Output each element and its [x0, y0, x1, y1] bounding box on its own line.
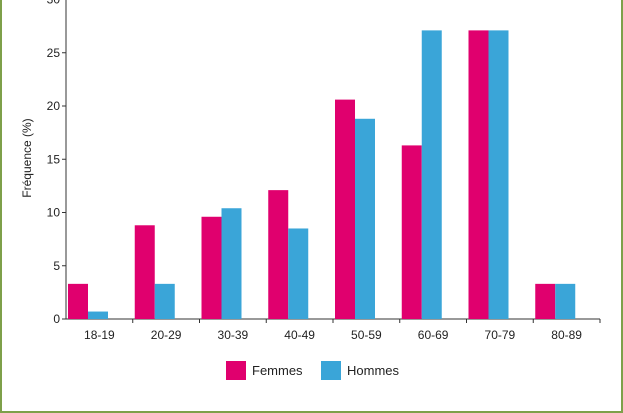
- y-tick-label: 5: [53, 259, 60, 273]
- y-axis-label: Fréquence (%): [20, 118, 34, 197]
- x-tick-labels: 18-19 20-29 30-39 40-49 50-59 60-69 70-79 80-89: [84, 328, 582, 342]
- x-tick-label: 40-49: [284, 328, 315, 342]
- x-tick-label: 60-69: [418, 328, 449, 342]
- y-tick-label: 20: [47, 99, 61, 113]
- bar-hommes-60-69: [421, 30, 442, 319]
- y-tick-label: 25: [47, 46, 61, 60]
- bar-hommes-18-19: [88, 311, 108, 319]
- x-tick-label: 18-19: [84, 328, 115, 342]
- y-tick-label: 15: [47, 152, 61, 166]
- bar-femmes-30-39: [201, 216, 222, 319]
- x-tick-label: 70-79: [485, 328, 516, 342]
- bar-femmes-80-89: [535, 283, 556, 319]
- bar-femmes-50-59: [335, 99, 355, 319]
- x-tick-label: 20-29: [151, 328, 182, 342]
- y-tick-label: 0: [53, 312, 60, 326]
- bar-femmes-40-49: [268, 190, 289, 319]
- legend: Femmes Hommes: [226, 361, 400, 380]
- bar-femmes-70-79: [468, 30, 489, 319]
- bar-femmes-18-19: [68, 283, 88, 319]
- legend-swatch-hommes: [321, 361, 341, 380]
- legend-label-hommes: Hommes: [347, 363, 400, 378]
- legend-label-femmes: Femmes: [252, 363, 303, 378]
- y-tick-label: 10: [47, 206, 61, 220]
- y-tick-label: 30: [47, 0, 61, 7]
- bar-hommes-20-29: [154, 283, 175, 319]
- bar-hommes-30-39: [221, 208, 242, 319]
- y-tick-labels: 0 5 10 15 20 25 30: [47, 0, 61, 326]
- bar-femmes-20-29: [134, 225, 155, 319]
- x-tick-label: 50-59: [351, 328, 382, 342]
- bar-femmes-60-69: [401, 145, 422, 319]
- legend-swatch-femmes: [226, 361, 246, 380]
- bar-hommes-70-79: [488, 30, 509, 319]
- x-tick-label: 80-89: [551, 328, 582, 342]
- bars: [68, 30, 576, 319]
- bar-hommes-50-59: [355, 118, 375, 319]
- bar-hommes-80-89: [555, 283, 576, 319]
- x-tick-label: 30-39: [218, 328, 249, 342]
- bar-hommes-40-49: [288, 228, 309, 319]
